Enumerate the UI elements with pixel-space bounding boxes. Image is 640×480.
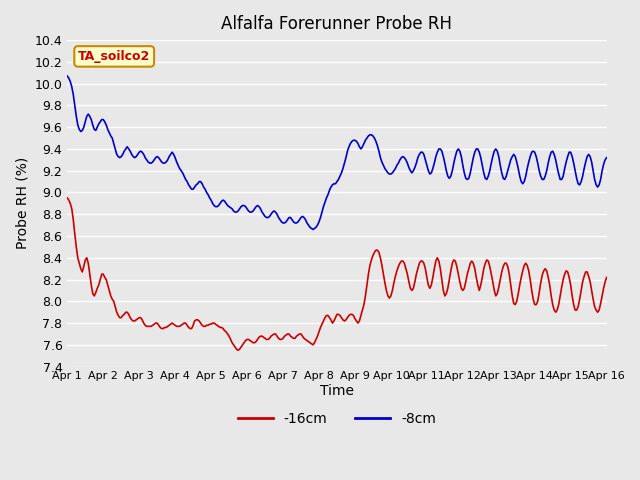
Legend: -16cm, -8cm: -16cm, -8cm xyxy=(232,407,442,432)
X-axis label: Time: Time xyxy=(320,384,354,398)
Y-axis label: Probe RH (%): Probe RH (%) xyxy=(15,157,29,250)
Title: Alfalfa Forerunner Probe RH: Alfalfa Forerunner Probe RH xyxy=(221,15,452,33)
Text: TA_soilco2: TA_soilco2 xyxy=(78,50,150,63)
